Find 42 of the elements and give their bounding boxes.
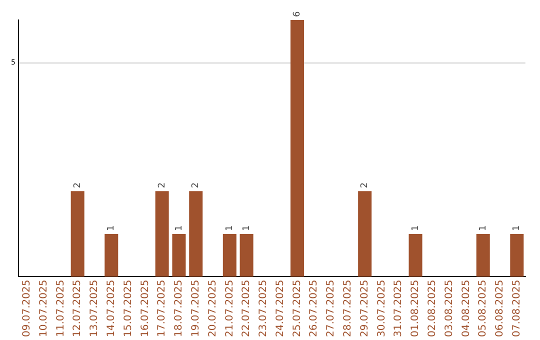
- x-tick-label: 18.07.2025: [174, 280, 185, 338]
- data-label: 1: [512, 225, 522, 231]
- x-tick-label: 14.07.2025: [106, 280, 117, 338]
- x-tick-label: 19.07.2025: [190, 280, 202, 338]
- x-tick-label: 24.07.2025: [274, 280, 286, 338]
- x-tick-label: 10.07.2025: [38, 280, 50, 338]
- data-label: 1: [478, 225, 488, 231]
- x-tick-label: 04.08.2025: [460, 280, 472, 338]
- x-tick-label: 17.07.2025: [156, 280, 168, 338]
- data-label: 6: [292, 11, 303, 17]
- x-tick-label: 31.07.2025: [393, 280, 404, 338]
- data-label: 1: [410, 225, 421, 231]
- x-tick-label: 15.07.2025: [122, 280, 134, 338]
- x-tick-label: 23.07.2025: [258, 280, 270, 338]
- data-label: 1: [225, 225, 236, 231]
- x-tick-label: 09.07.2025: [21, 280, 32, 338]
- x-tick-label: 05.08.2025: [478, 280, 489, 338]
- data-label: 2: [360, 182, 370, 188]
- data-label: 2: [72, 182, 83, 188]
- x-tick-label: 28.07.2025: [342, 280, 354, 338]
- x-tick-label: 03.08.2025: [444, 280, 455, 338]
- x-tick-label: 02.08.2025: [427, 280, 438, 338]
- x-tick-label: 01.08.2025: [410, 280, 422, 338]
- x-tick-label: 22.07.2025: [241, 280, 252, 338]
- x-tick-label: 20.07.2025: [207, 280, 218, 338]
- data-label: 1: [174, 225, 184, 231]
- x-tick-label: 25.07.2025: [292, 280, 303, 338]
- x-tick-label: 16.07.2025: [140, 280, 151, 338]
- x-tick-label: 13.07.2025: [89, 280, 100, 338]
- x-tick-label: 29.07.2025: [359, 280, 370, 338]
- x-tick-label: 11.07.2025: [55, 280, 66, 338]
- x-tick-label: 12.07.2025: [72, 280, 84, 338]
- data-label: 2: [191, 182, 202, 188]
- data-label: 1: [242, 225, 252, 231]
- x-tick-label: 30.07.2025: [376, 280, 388, 338]
- x-tick-label: 27.07.2025: [326, 280, 337, 338]
- x-tick-label: 07.08.2025: [511, 280, 522, 338]
- data-label: 2: [157, 182, 168, 188]
- x-tick-label: 21.07.2025: [224, 280, 236, 338]
- x-tick-label: 06.08.2025: [494, 280, 506, 338]
- data-label: 1: [106, 225, 117, 231]
- x-tick-label: 26.07.2025: [308, 280, 320, 338]
